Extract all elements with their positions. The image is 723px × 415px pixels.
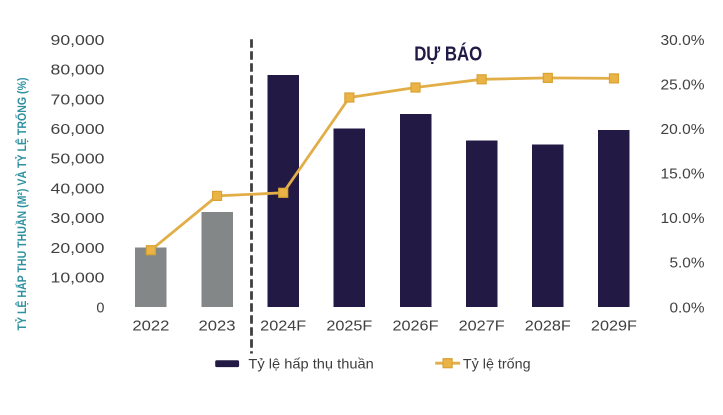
svg-text:80,000: 80,000 [51, 63, 105, 79]
svg-text:0.0%: 0.0% [670, 300, 705, 316]
svg-text:30,000: 30,000 [51, 211, 105, 227]
svg-text:25.0%: 25.0% [661, 77, 705, 93]
svg-text:15.0%: 15.0% [661, 167, 705, 183]
svg-text:10,000: 10,000 [51, 271, 105, 287]
svg-text:2022: 2022 [132, 318, 169, 335]
svg-text:20,000: 20,000 [51, 241, 105, 257]
svg-text:40,000: 40,000 [51, 181, 105, 197]
svg-text:30.0%: 30.0% [661, 33, 705, 49]
svg-text:20.0%: 20.0% [661, 122, 705, 138]
svg-text:0: 0 [96, 300, 104, 316]
svg-text:DỰ BÁO: DỰ BÁO [414, 43, 482, 66]
svg-text:2027F: 2027F [459, 318, 505, 335]
svg-text:70,000: 70,000 [51, 92, 105, 108]
svg-text:2025F: 2025F [326, 318, 372, 335]
svg-text:2028F: 2028F [525, 318, 571, 335]
svg-text:Tỷ lệ trống: Tỷ lệ trống [463, 356, 531, 372]
svg-text:2026F: 2026F [393, 318, 439, 335]
svg-text:TỶ LỆ HẤP THU THUẦN (M²) VÀ TỶ: TỶ LỆ HẤP THU THUẦN (M²) VÀ TỶ LỆ TRỐNG … [14, 78, 29, 331]
svg-text:50,000: 50,000 [51, 152, 105, 168]
svg-text:Tỷ lệ hấp thụ thuần: Tỷ lệ hấp thụ thuần [248, 356, 373, 372]
svg-text:2029F: 2029F [591, 318, 637, 335]
svg-text:2023: 2023 [199, 318, 236, 335]
svg-text:2024F: 2024F [260, 318, 306, 335]
svg-text:90,000: 90,000 [51, 33, 105, 49]
svg-text:5.0%: 5.0% [670, 256, 705, 272]
svg-text:10.0%: 10.0% [661, 211, 705, 227]
svg-text:60,000: 60,000 [51, 122, 105, 138]
